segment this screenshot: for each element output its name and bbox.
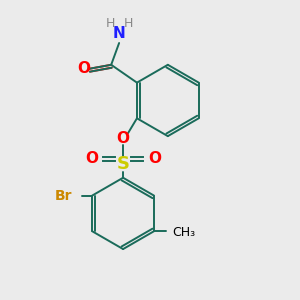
Text: O: O (85, 152, 98, 166)
Text: Br: Br (55, 189, 72, 202)
Text: N: N (113, 26, 125, 40)
Text: O: O (77, 61, 90, 76)
Text: H: H (123, 17, 133, 30)
Text: O: O (148, 152, 161, 166)
Text: H: H (106, 17, 115, 30)
Text: S: S (117, 155, 130, 173)
Text: O: O (117, 130, 130, 146)
Text: CH₃: CH₃ (172, 226, 195, 239)
